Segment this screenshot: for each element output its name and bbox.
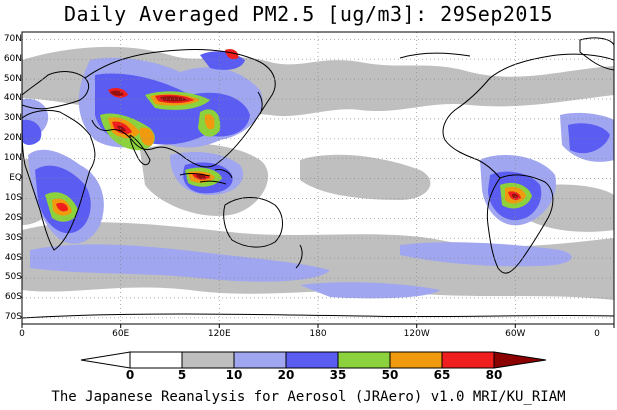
lat-label-60n: 60N: [3, 54, 22, 64]
colorbar-swatch-10: [233, 351, 287, 369]
colorbar: [80, 351, 547, 369]
lon-label-180: 180: [309, 329, 327, 339]
lon-label-60w: 60W: [505, 329, 526, 339]
lat-label-40n: 40N: [3, 93, 22, 103]
map-title: Daily Averaged PM2.5 [ug/m3]: 29Sep2015: [63, 2, 554, 26]
colorbar-swatch-35: [337, 351, 391, 369]
lat-label-70n: 70N: [3, 34, 22, 44]
colorbar-arrow-low: [80, 351, 131, 369]
lat-label-70s: 70S: [4, 312, 22, 322]
lat-label-10s: 10S: [4, 193, 22, 203]
lat-label-eq: EQ: [9, 173, 22, 183]
colorbar-swatch-5: [181, 351, 235, 369]
lon-label-60e: 60E: [112, 329, 130, 339]
lat-label-50n: 50N: [3, 74, 22, 84]
lon-label-0-east: 0: [594, 329, 600, 339]
colorbar-swatch-50: [389, 351, 443, 369]
colorbar-swatch-0: [129, 351, 183, 369]
map-field: [22, 32, 614, 324]
colorbar-arrow-high: [493, 351, 547, 369]
map-ticks: [21, 324, 615, 328]
lat-label-30s: 30S: [4, 233, 22, 243]
lat-label-50s: 50S: [4, 272, 22, 282]
lon-label-120e: 120E: [207, 329, 231, 339]
coastlines: [22, 37, 614, 319]
colorbar-swatch-65: [441, 351, 495, 369]
colorbar-label-20: 20: [277, 368, 295, 382]
footer-credit: The Japanese Reanalysis for Aerosol (JRA…: [51, 389, 566, 405]
colorbar-label-65: 65: [433, 368, 451, 382]
lat-label-30n: 30N: [3, 113, 22, 123]
colorbar-label-0: 0: [125, 368, 135, 382]
lat-label-10n: 10N: [3, 153, 22, 163]
colorbar-label-50: 50: [381, 368, 399, 382]
lon-label-0: 0: [19, 329, 25, 339]
colorbar-swatch-20: [285, 351, 339, 369]
colorbar-label-80: 80: [485, 368, 503, 382]
colorbar-label-5: 5: [177, 368, 187, 382]
colorbar-label-10: 10: [225, 368, 243, 382]
colorbar-label-35: 35: [329, 368, 347, 382]
lat-label-40s: 40S: [4, 253, 22, 263]
lat-label-20n: 20N: [3, 133, 22, 143]
lat-label-60s: 60S: [4, 292, 22, 302]
lon-label-120w: 120W: [403, 329, 430, 339]
lat-label-20s: 20S: [4, 213, 22, 223]
graticule: [22, 32, 614, 324]
